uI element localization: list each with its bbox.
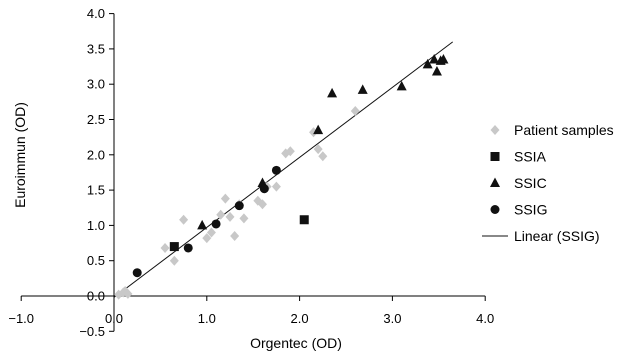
point-patient-samples [202,233,212,244]
point-patient-samples [120,286,130,297]
y-tick-label: 4.0 [87,6,105,21]
legend-label-ssic: SSIC [514,175,547,191]
trendline-linear-ssig [113,41,454,298]
y-tick-label: 0.5 [87,253,105,268]
data-points [114,53,449,300]
axes [21,13,486,332]
y-tick-label: 3.5 [87,41,105,56]
legend-marker-ssig [490,205,500,214]
point-ssig [132,268,142,278]
x-tick-label: 1.0 [198,311,216,326]
point-ssic [197,219,208,230]
point-ssia [169,242,179,252]
point-ssig [271,165,281,175]
legend: Patient samples SSIA SSIC SSIG Linear (SSIG) [482,122,614,244]
y-tick-label: 0.0 [87,289,105,304]
x-tick-label: 3.0 [383,311,401,326]
legend-label-patient-samples: Patient samples [514,122,614,138]
point-patient-samples [318,151,328,162]
legend-label-ssia: SSIA [514,149,547,165]
point-ssic [431,65,442,76]
y-tick-label: 1.5 [87,183,105,198]
x-ticks: −1.0 0.0 1.0 2.0 3.0 4.0 [8,296,494,326]
legend-label-ssig: SSIG [514,202,547,218]
point-ssig [211,219,221,229]
y-tick-label: 3.0 [87,77,105,92]
point-patient-samples [257,199,267,210]
point-ssic [422,58,433,69]
x-tick-label: 0.0 [105,311,123,326]
point-patient-samples [225,211,235,222]
point-patient-samples [220,193,230,204]
point-ssic [429,53,440,64]
point-patient-samples [169,255,179,266]
x-tick-label: 2.0 [291,311,309,326]
point-ssia [299,215,309,225]
y-tick-label: −0.5 [79,324,105,339]
legend-label-linear-ssig: Linear (SSIG) [514,228,600,244]
point-patient-samples [230,230,240,241]
point-patient-samples [216,209,226,220]
point-patient-samples [206,227,216,238]
point-ssic [396,80,407,91]
point-patient-samples [285,146,295,157]
point-patient-samples [160,242,170,253]
point-ssig [259,184,269,194]
y-tick-label: 2.5 [87,112,105,127]
y-ticks: −0.5 0.0 0.5 1.0 1.5 2.0 2.5 3.0 3.5 4.0 [79,6,114,339]
point-patient-samples [350,106,360,117]
x-axis-title: Orgentec (OD) [250,335,342,351]
point-ssic [327,87,338,98]
point-ssic [357,84,368,94]
point-patient-samples [239,213,249,224]
legend-marker-ssic [490,177,500,187]
point-patient-samples [271,181,281,192]
y-tick-label: 2.0 [87,147,105,162]
point-ssig [183,243,193,253]
y-tick-label: 1.0 [87,218,105,233]
point-patient-samples [179,214,189,225]
point-ssig [234,201,244,211]
y-axis-title: Euroimmun (OD) [12,102,28,208]
point-patient-samples [313,144,323,155]
point-patient-samples [309,127,319,138]
x-tick-label: 4.0 [476,311,494,326]
legend-marker-ssia [490,152,500,161]
legend-marker-patient-samples [490,125,500,135]
point-ssic [438,53,449,64]
point-ssic [313,124,324,135]
x-tick-label: −1.0 [8,311,34,326]
